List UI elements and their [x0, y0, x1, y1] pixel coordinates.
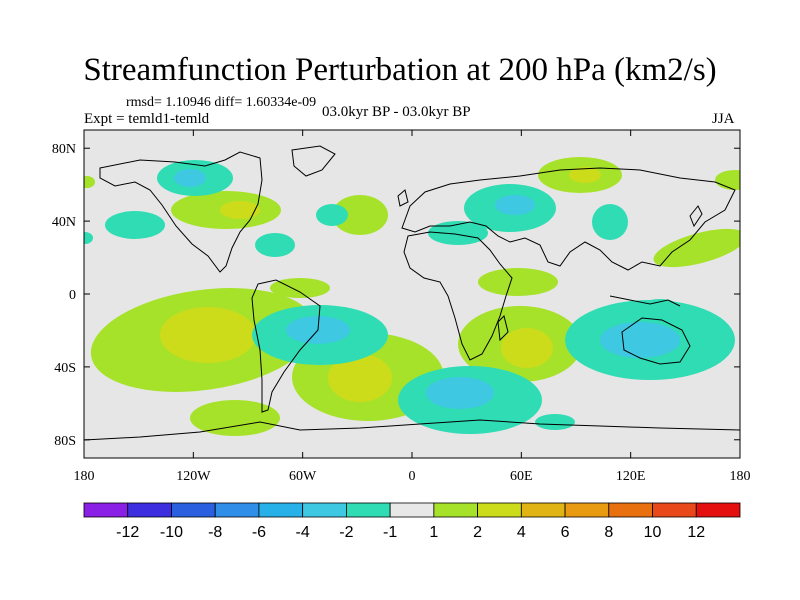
plot-title: Streamfunction Perturbation at 200 hPa (…: [83, 52, 717, 88]
contour-region-far-east: [715, 170, 740, 190]
colorbar: -12 -10 -8 -6 -4 -2 -1 1 2 4 6 8 10 12: [83, 502, 741, 541]
contour-region-mediterranean: [428, 221, 488, 245]
longitude-axis: 180 120W 60W 0 60E 120E 180: [74, 130, 751, 484]
contour-region-antarctic: [190, 400, 280, 436]
colorbar-swatch: [127, 502, 172, 518]
contour-region-africa: [478, 268, 558, 296]
coast-madagascar: [497, 315, 509, 342]
colorbar-label: 8: [604, 524, 613, 541]
latitude-axis: 80N 40N 0 40S 80S: [52, 142, 740, 449]
contour-region-west-pacific: [653, 228, 740, 268]
season-label: JJA: [712, 111, 735, 127]
contour-core-europe: [495, 195, 535, 215]
colorbar-swatch: [608, 502, 653, 518]
lon-tick-label: 180: [74, 469, 95, 484]
colorbar-label: 12: [687, 524, 705, 541]
coast-indonesia: [609, 295, 681, 307]
experiment-label: Expt = temld1-temld: [84, 111, 210, 127]
contour-fill-layer: [84, 157, 740, 436]
lat-tick-label: 0: [69, 288, 76, 303]
coast-africa: [403, 231, 513, 361]
contour-core-south-indian: [501, 328, 553, 368]
contour-region-north-pacific-west: [592, 204, 628, 240]
colorbar-label: 1: [429, 524, 438, 541]
contour-core-north-atlantic: [220, 201, 260, 219]
contour-core-australia: [600, 322, 680, 358]
colorbar-swatch: [302, 502, 347, 518]
coast-antarctica: [84, 419, 740, 441]
colorbar-label: 4: [517, 524, 526, 541]
lat-tick-label: 40S: [54, 361, 76, 376]
colorbar-swatch: [520, 502, 566, 518]
colorbar-swatch: [695, 502, 741, 518]
lon-tick-label: 120W: [176, 469, 211, 484]
colorbar-label: -6: [252, 524, 266, 541]
colorbar-label: -1: [383, 524, 397, 541]
colorbar-swatch: [389, 502, 435, 518]
coast-japan: [689, 205, 703, 228]
contour-region-pacific-east: [105, 211, 165, 239]
colorbar-swatch: [652, 502, 697, 518]
colorbar-swatch: [214, 502, 260, 518]
colorbar-label: 2: [473, 524, 482, 541]
contour-region-north-pacific-east: [84, 176, 95, 188]
coastline-layer: [84, 145, 740, 441]
contour-core-south-pacific: [160, 307, 256, 363]
colorbar-swatch: [433, 502, 479, 518]
contour-core-south-atlantic: [328, 354, 392, 402]
lon-tick-label: 0: [409, 469, 416, 484]
contour-region-north-pacific-small-neg: [316, 204, 348, 226]
coast-north-america: [99, 151, 263, 273]
contour-core-southern-ocean: [426, 377, 494, 409]
lon-tick-label: 180: [730, 469, 751, 484]
colorbar-swatch: [171, 502, 216, 518]
lon-tick-label: 120E: [616, 469, 646, 484]
lat-tick-label: 40N: [52, 215, 76, 230]
coast-eurasia: [401, 167, 736, 271]
colorbar-label: -2: [339, 524, 353, 541]
colorbar-swatch: [564, 502, 610, 518]
contour-region-north-pacific-small: [332, 195, 388, 235]
colorbar-label: -12: [116, 524, 139, 541]
colorbar-label: -4: [296, 524, 310, 541]
colorbar-swatch: [258, 502, 304, 518]
colorbar-swatch: [83, 502, 129, 518]
contour-region-gulf: [255, 233, 295, 257]
coast-uk: [397, 189, 409, 207]
coast-south-america: [251, 279, 321, 413]
lat-tick-label: 80N: [52, 142, 76, 157]
lon-tick-label: 60E: [510, 469, 533, 484]
lon-tick-label: 60W: [289, 469, 317, 484]
colorbar-swatch: [477, 502, 522, 518]
contour-region-east-atlantic: [270, 278, 330, 298]
colorbar-label: -10: [160, 524, 183, 541]
contour-region-south-ocean-east: [535, 414, 575, 430]
period-label: 03.0kyr BP - 03.0kyr BP: [322, 104, 471, 120]
colorbar-label: 6: [561, 524, 570, 541]
lat-tick-label: 80S: [54, 434, 76, 449]
coast-australia: [621, 317, 691, 365]
coast-greenland: [291, 145, 336, 177]
colorbar-swatch: [345, 502, 391, 518]
contour-core-arctic: [174, 169, 206, 187]
colorbar-label: 10: [644, 524, 662, 541]
colorbar-label: -8: [208, 524, 222, 541]
contour-region-far-pacific: [84, 232, 93, 244]
stats-line: rmsd= 1.10946 diff= 1.60334e-09: [126, 95, 317, 110]
contour-core-asia: [569, 167, 601, 183]
